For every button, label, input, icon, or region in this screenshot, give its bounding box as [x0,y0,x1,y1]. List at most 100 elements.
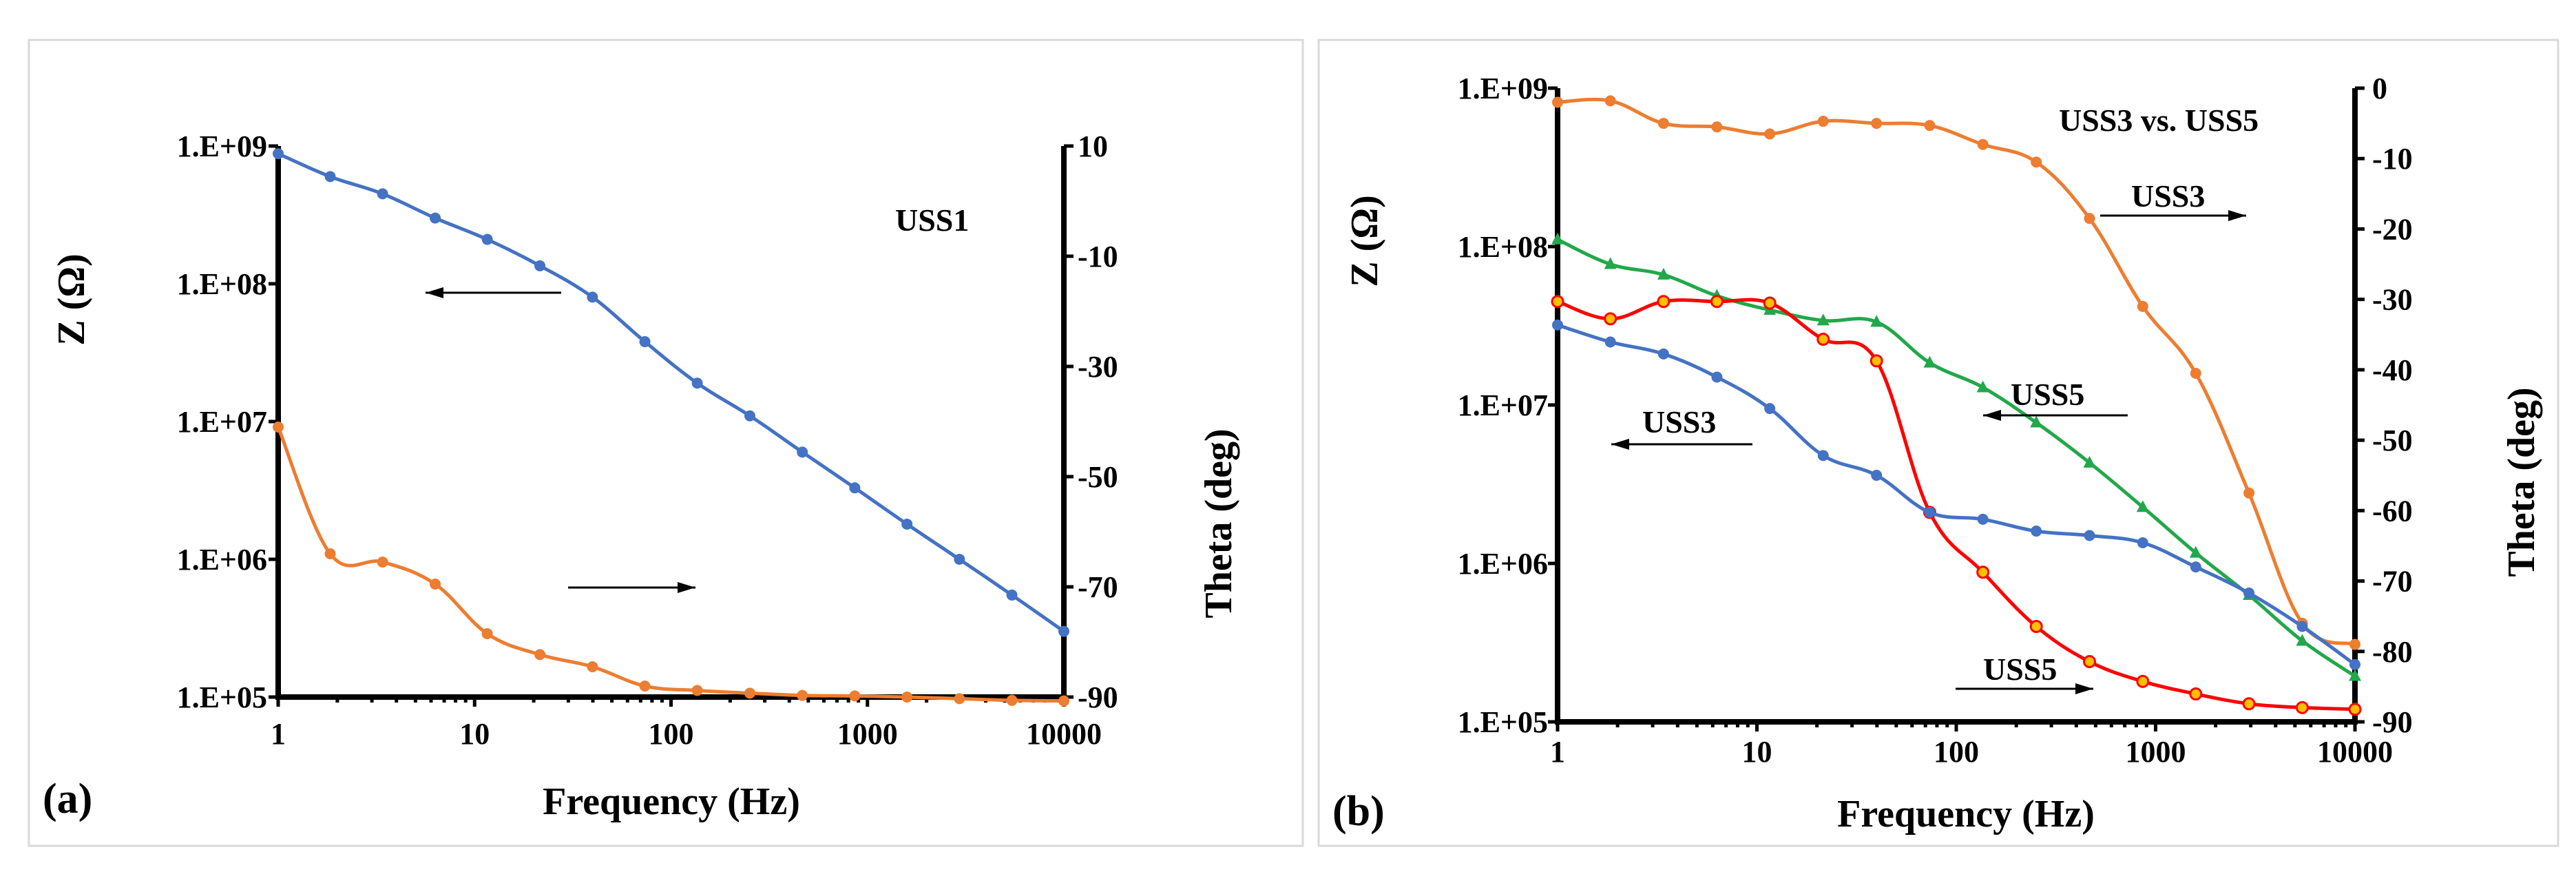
panel-b-y2-tick-label: -50 [2372,424,2413,457]
panel-b-point-uss5-z [1657,295,1671,309]
panel-b-point-uss3-theta [1711,121,1723,133]
panel-a-arrow-left-head [426,287,443,298]
panel-a-xlabel: Frequency (Hz) [543,780,800,823]
panel-b-y2-tick-label: -70 [2372,565,2413,599]
panel-a-point-uss1-z [273,148,284,160]
panel-b-point-uss5-theta [2030,415,2043,428]
panel-b-point-uss5-z [2136,674,2150,688]
panel-b-point-uss5-theta [1870,315,1883,327]
panel-b-point-uss3-z [2084,530,2095,541]
panel-a-point-uss1-theta [534,649,546,661]
panel-a-point-uss1-z [691,377,703,389]
panel-a-label: (a) [43,776,92,822]
panel-b-point-uss3-theta [1604,95,1616,107]
panel-b-xlabel: Frequency (Hz) [1837,793,2095,835]
panel-b-point-uss5-theta [2189,546,2202,558]
panel-b-y-tick-label: 1.E+07 [1458,388,1548,422]
panel-b-point-uss3-z [1924,506,1936,518]
panel-b-point-uss3-theta [1924,120,1936,132]
panel-b-point-uss5-theta [2349,669,2361,681]
panel-b-arrow-uss5-left-head [1983,410,2001,421]
panel-a-y-tick-label: 1.E+06 [177,543,267,577]
panel-a-frame [28,39,1304,847]
panel-b-point-uss5-z [1763,296,1777,310]
panel-b-point-uss5-z [2082,655,2096,669]
panel-a-point-uss1-theta [901,692,913,703]
panel-b-point-uss5-z [1551,295,1564,309]
panel-b-point-uss5-theta [1657,267,1670,280]
panel-a-x-tick-label: 10000 [1026,717,1102,751]
panel-a-point-uss1-z [849,482,861,494]
panel-a-point-uss1-theta [954,693,965,705]
panel-b-y2label: Theta (deg) [2500,387,2543,577]
panel-a-point-uss1-z [954,554,965,565]
panel-b-y-tick-label: 1.E+06 [1458,547,1548,581]
panel-b-point-uss5-theta [1816,313,1830,326]
panel-b-point-uss3-theta [1657,118,1669,129]
panel-b-point-uss5-theta [1551,232,1564,245]
panel-a-y2-tick-label: -90 [1078,681,1118,714]
panel-b-point-uss5-z [1816,333,1830,346]
panel-b-point-uss3-z [1604,336,1616,348]
panel-b-y2-tick-label: -60 [2372,494,2413,528]
panel-b-point-uss5-z [1870,354,1883,368]
panel-b-point-uss5-z [1976,565,1990,579]
panel-a-point-uss1-z [587,291,598,303]
panel-a-point-uss1-z [534,260,546,271]
panel-b-anno-uss3-blue: USS3 [1642,404,1716,439]
panel-a-title: USS1 [895,203,969,238]
panel-a-point-uss1-theta [324,548,336,559]
panel-a-ylabel: Z (Ω) [50,253,93,346]
panel-b-point-uss3-z [2243,588,2255,599]
panel-a-point-uss1-theta [691,685,703,696]
panel-a-point-uss1-theta [587,661,598,672]
panel-b-point-uss5-z [2189,687,2203,700]
panel-b-point-uss3-theta [1764,128,1776,140]
panel-b-point-uss3-z [1871,470,1883,481]
panel-a-y2label: Theta (deg) [1197,428,1240,618]
panel-b-arrow-uss5-right-head [2075,683,2093,694]
panel-a-x-tick-label: 1000 [837,717,898,751]
panel-b-series-uss3-theta [1556,97,2357,647]
panel-b-point-uss5-theta [2296,634,2309,646]
panel-b-point-uss5-z [2295,700,2309,714]
panel-b-title: USS3 vs. USS5 [2059,103,2259,138]
panel-a-point-uss1-z [430,212,441,224]
panel-b-point-uss5-theta [1604,257,1617,269]
panel-a-point-uss1-theta [430,579,441,590]
panel-a-series-uss1-z [276,152,1066,634]
panel-b-y2-tick-label: -40 [2372,353,2413,387]
panel-a-point-uss1-theta [1058,695,1069,707]
panel-b-point-uss3-z [2349,658,2360,670]
panel-b-x-tick-label: 1000 [2126,735,2186,769]
panel-a-x-tick-label: 1 [271,717,286,751]
panel-b-y-tick-label: 1.E+05 [1458,705,1548,739]
panel-a-y-tick-label: 1.E+05 [177,681,267,714]
panel-b-x-tick-label: 1 [1550,735,1565,769]
panel-a-x-tick-label: 100 [649,717,694,751]
panel-b-point-uss5-z [1604,312,1617,326]
panel-a-point-uss1-z [324,171,336,183]
panel-a-x-tick-label: 10 [459,717,490,751]
panel-b-series-uss3-z [1556,323,2357,667]
panel-b-point-uss3-theta [1552,96,1563,108]
panel-a-y2-tick-label: -10 [1078,240,1118,273]
panel-a-point-uss1-theta [849,690,861,702]
panel-b-point-uss5-theta [2083,455,2096,468]
panel-b-anno-uss5-green: USS5 [2011,377,2084,412]
panel-a-point-uss1-z [1058,625,1069,637]
panel-a-arrow-right-head [678,582,695,593]
panel-b-point-uss3-z [1817,450,1829,461]
panel-b-point-uss5-z [2348,703,2362,716]
panel-b-point-uss3-theta [1977,138,1989,150]
panel-a-y2-tick-label: -30 [1078,350,1118,384]
panel-b-point-uss5-z [2242,697,2256,711]
panel-a-point-uss1-z [481,233,493,245]
panel-a-point-uss1-theta [1006,694,1018,706]
panel-b-y-tick-label: 1.E+09 [1458,72,1548,105]
panel-b-point-uss3-theta [1817,116,1829,127]
panel-b-point-uss3-z [2190,561,2201,573]
panel-b-x-tick-label: 10000 [2317,735,2393,769]
panel-b-point-uss3-z [1764,403,1776,415]
panel-a-point-uss1-z [744,410,755,422]
